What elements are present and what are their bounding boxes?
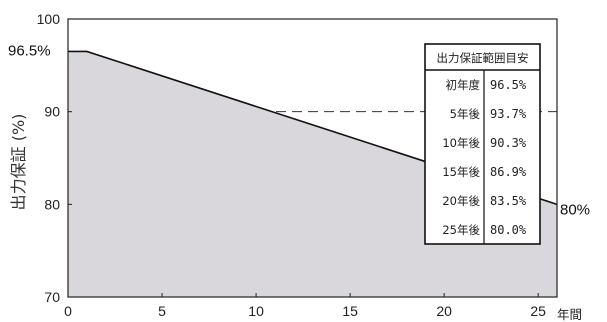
- x-tick-label: 10: [248, 303, 264, 319]
- y-tick-label: 90: [44, 104, 60, 120]
- warranty-line: [68, 50, 558, 206]
- end-value-label: 80%: [560, 201, 590, 218]
- x-tick-label: 5: [158, 303, 166, 319]
- y-axis-label: 出力保証 (%): [9, 114, 28, 211]
- start-value-label: 96.5%: [8, 42, 51, 59]
- table-row-value: 86.9%: [490, 165, 527, 179]
- table-row-value: 96.5%: [490, 78, 527, 92]
- x-axis-unit: 年間: [557, 307, 582, 322]
- x-tick-label: 20: [436, 303, 452, 319]
- tick-labels: 70 80 90 100 0 5 10 15 20 25: [37, 11, 547, 319]
- table-row-value: 83.5%: [490, 194, 527, 208]
- table-row-value: 80.0%: [490, 223, 527, 237]
- table-row-value: 93.7%: [490, 107, 527, 121]
- table-row-value: 90.3%: [490, 136, 527, 150]
- axes: [67, 18, 558, 298]
- table-row-label: 25年後: [442, 223, 480, 237]
- plot-frame: [67, 18, 558, 298]
- x-tick-label: 0: [64, 303, 72, 319]
- y-tick-label: 100: [37, 11, 61, 27]
- x-tick-label: 25: [530, 303, 546, 319]
- x-tick-label: 15: [342, 303, 358, 319]
- table-row-label: 20年後: [442, 194, 480, 208]
- table-row-label: 5年後: [450, 107, 481, 121]
- table-row-label: 10年後: [442, 136, 480, 150]
- table-title: 出力保証範囲目安: [437, 51, 529, 65]
- y-tick-label: 80: [44, 196, 60, 212]
- annotations: 96.5% 80%: [8, 42, 590, 218]
- table-row-label: 初年度: [446, 78, 481, 92]
- table-row-label: 15年後: [442, 165, 480, 179]
- table-box: [424, 43, 541, 245]
- y-tick-label: 70: [44, 289, 60, 305]
